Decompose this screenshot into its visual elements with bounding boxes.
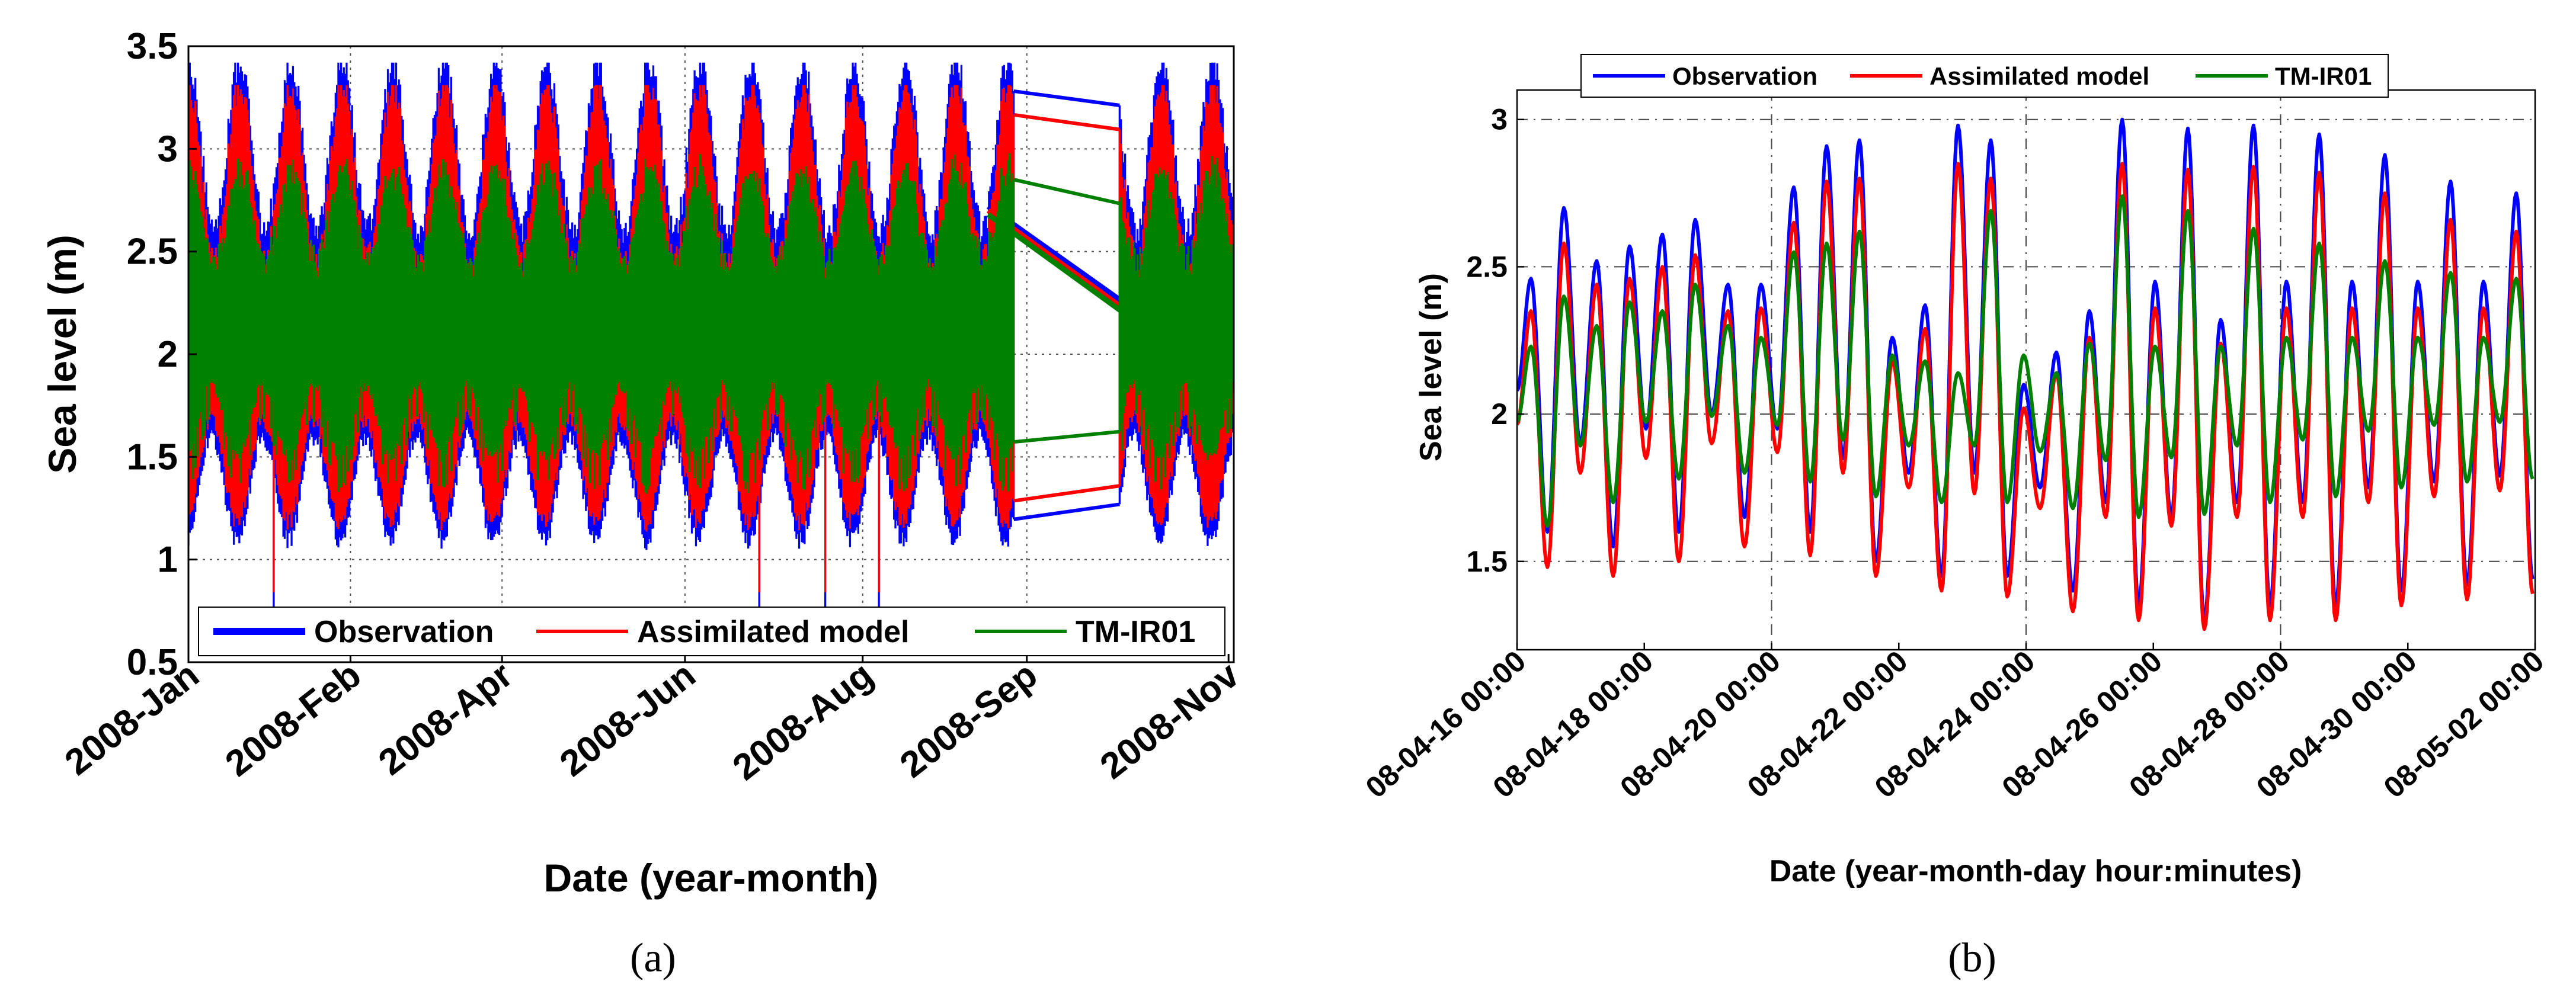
panel-a-x-axis-label: Date (year-month) (544, 856, 879, 900)
panel-a-x-tick-label: 2008-Nov (1093, 654, 1247, 787)
panel-b-y-axis-label: Sea level (m) (1414, 273, 1448, 461)
panel-a-y-axis-label: Sea level (m) (40, 235, 84, 474)
panel-a-assimilated-model-gap-connector (1013, 484, 1120, 503)
panel-a-series-tm-ir01 (188, 153, 1234, 494)
panel-a-y-tick-label: 3 (158, 129, 178, 169)
panel-b-y-tick-label: 2 (1491, 397, 1508, 431)
legend-b-assimilated-label: Assimilated model (1929, 62, 2149, 90)
panel-a-y-tick-label: 2.5 (127, 232, 178, 272)
panel-a-x-tick-label: 2008-Apr (371, 654, 520, 784)
panel-b-series (1517, 117, 2535, 631)
panel-b-y-ticks: 1.5 2 2.5 3 (1466, 103, 1524, 578)
panel-b-legend: Observation Assimilated model TM-IR01 (1580, 54, 2389, 98)
panel-a-y-tick-label: 2 (158, 334, 178, 375)
panel-a-chart: 0.5 1 1.5 2 2.5 3 3.5 2008-Jan 2008-Feb 2008-Apr… (40, 26, 1247, 981)
legend-a-observation-label: Observation (314, 615, 494, 649)
panel-a-legend: Observation Assimilated model TM-IR01 (198, 607, 1225, 656)
panel-a-tm-ir01-gap-bridge (986, 212, 1126, 316)
legend-a-tmir01-label: TM-IR01 (1076, 615, 1195, 649)
panel-a-y-tick-label: 1 (158, 540, 178, 580)
panel-b-x-axis-label: Date (year-month-day hour:minutes) (1769, 854, 2302, 888)
panel-a-caption: (a) (630, 935, 676, 981)
panel-a-x-ticks: 2008-Jan 2008-Feb 2008-Apr 2008-Jun 2008-Aug… (57, 654, 1247, 788)
panel-b-grid (1517, 90, 2535, 650)
panel-a-y-tick-label: 0.5 (127, 642, 178, 683)
panel-b-y-tick-label: 3 (1491, 103, 1508, 136)
panel-a-series (188, 62, 1234, 611)
panel-a-x-tick-label: 2008-Feb (218, 654, 369, 785)
panel-b-y-tick-label: 2.5 (1466, 250, 1508, 283)
panel-a-observation-gap-connector (1013, 502, 1120, 521)
legend-b-tmir01-label: TM-IR01 (2275, 62, 2372, 90)
panel-a-observation-gap-connector (1013, 89, 1120, 107)
panel-b-caption: (b) (1948, 935, 1996, 981)
panel-a-y-tick-label: 1.5 (127, 437, 178, 477)
panel-a-x-tick-label: 2008-Aug (725, 654, 881, 788)
panel-a-tm-ir01-gap-connector (1013, 429, 1120, 444)
panel-a-x-tick-label: 2008-Sep (892, 654, 1045, 786)
panel-b-y-tick-label: 1.5 (1466, 545, 1508, 578)
legend-a-assimilated-label: Assimilated model (637, 615, 909, 649)
panel-a-y-ticks: 0.5 1 1.5 2 2.5 3 3.5 (127, 26, 197, 683)
panel-a-assimilated-model-gap-connector (1013, 113, 1120, 131)
panel-b-series-tm-ir01 (1517, 194, 2535, 528)
panel-a-y-tick-label: 3.5 (127, 26, 178, 67)
panel-a-tm-ir01-gap-connector (1013, 178, 1121, 206)
legend-b-observation-label: Observation (1672, 62, 1817, 90)
panel-a-x-tick-label: 2008-Jun (552, 654, 703, 785)
panel-b-series-assimilated-model (1517, 162, 2535, 631)
